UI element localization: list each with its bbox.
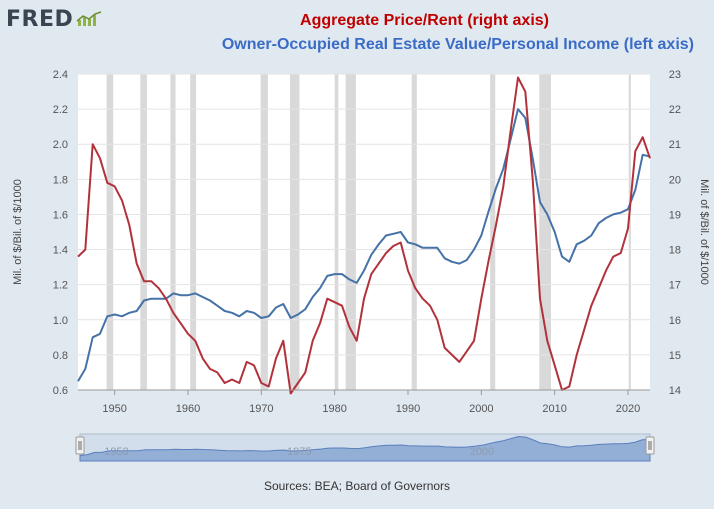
fred-logo: FRED [6,4,103,34]
navigator-handle-right[interactable] [645,436,655,455]
x-tick-label: 1960 [176,403,200,415]
x-tick-label: 2000 [469,403,493,415]
y-tick-label-left: 1.4 [53,245,68,257]
x-tick-label: 1980 [322,403,346,415]
y-tick-label-left: 2.0 [53,139,68,151]
y-tick-label-right: 21 [669,139,681,151]
x-tick-label: 1990 [396,403,420,415]
range-navigator[interactable]: 1950 1975 2000 [75,433,655,462]
y-axis-label-right: Mil. of $/Bil. of $/1000 [698,179,710,285]
recession-band [140,74,147,390]
logo-text: FRED [6,6,74,32]
y-tick-label-left: 2.2 [53,104,68,116]
y-tick-label-right: 22 [669,104,681,116]
recession-band [334,74,339,390]
navigator-series-area [79,435,651,462]
chart-trend-icon [76,11,103,27]
y-tick-label-left: 1.8 [53,174,68,186]
y-tick-label-right: 19 [669,209,681,221]
recession-band [190,74,197,390]
y-tick-label-right: 16 [669,315,681,327]
recession-band [628,74,631,390]
y-tick-label-left: 1.6 [53,209,68,221]
recession-band [490,74,496,390]
y-tick-label-left: 2.4 [53,69,68,81]
x-tick-label: 1950 [102,403,126,415]
y-tick-label-right: 15 [669,350,681,362]
recession-band [539,74,551,390]
recession-band [106,74,114,390]
navigator-label: 1950 [104,446,128,458]
series-lines [77,76,651,395]
x-tick-label: 2020 [616,403,640,415]
y-axis-label-left: Mil. of $/Bil. of $/1000 [12,179,24,285]
source-note: Sources: BEA; Board of Governors [263,479,451,493]
axes: 0.6 0.8 1.0 1.2 1.4 1.6 1.8 2.0 2.2 2.4 14 15 16 17 18… [12,69,710,415]
recession-band [260,74,268,390]
navigator-label: 2000 [470,446,494,458]
recession-band [170,74,176,390]
chart-title-left-series: Owner-Occupied Real Estate Value/Persona… [221,36,694,53]
recession-band [345,74,356,390]
y-tick-label-right: 14 [669,385,681,397]
chart-title-right-series: Aggregate Price/Rent (right axis) [300,12,549,29]
recession-band [411,74,417,390]
plot-area [78,74,650,390]
y-tick-label-left: 1.2 [53,280,68,292]
recession-bands [106,74,631,390]
recession-band [289,74,300,390]
y-tick-label-right: 23 [669,69,681,81]
y-tick-label-left: 1.0 [53,315,68,327]
plot-background [78,74,650,390]
y-tick-label-right: 17 [669,280,681,292]
x-tick-label: 2010 [542,403,566,415]
chart: 0.6 0.8 1.0 1.2 1.4 1.6 1.8 2.0 2.2 2.4 14 15 16 17 18… [12,69,710,462]
y-tick-label-left: 0.6 [53,385,68,397]
y-tick-label-right: 18 [669,245,681,257]
navigator-handle-left[interactable] [75,436,85,455]
navigator-label: 1975 [287,446,311,458]
x-tick-label: 1970 [249,403,273,415]
series-line-real-estate-value-income [77,108,651,382]
series-line-price-rent [77,76,651,395]
y-tick-label-right: 20 [669,174,681,186]
y-tick-label-left: 0.8 [53,350,68,362]
